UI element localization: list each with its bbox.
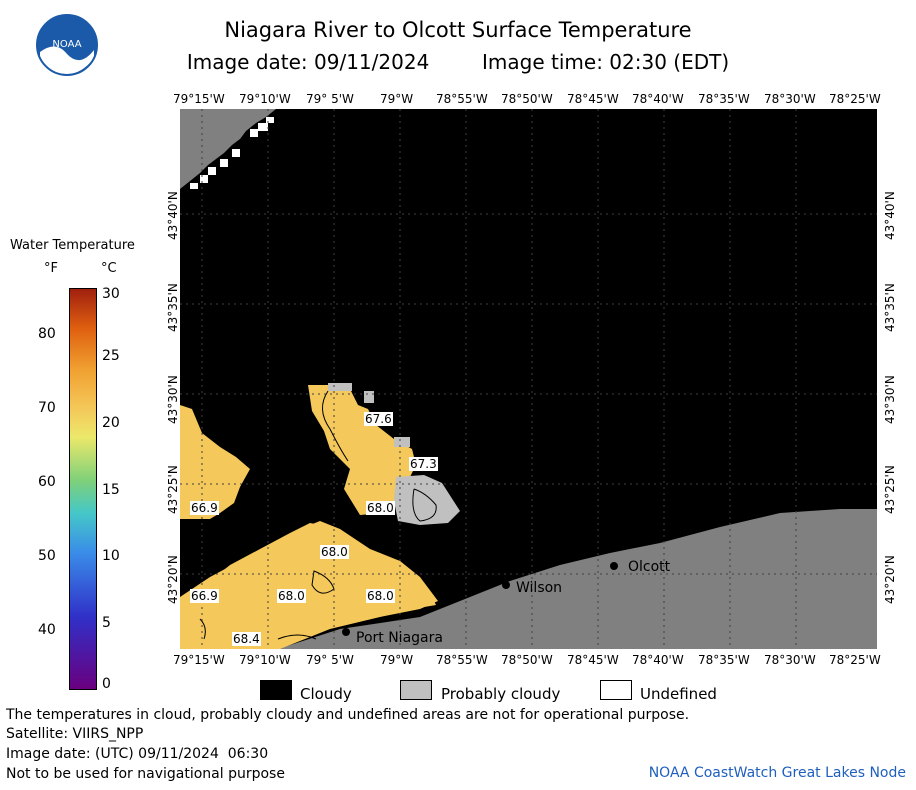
lon-tick-bottom-10: 78°25'W — [829, 653, 881, 667]
land-us — [278, 509, 877, 649]
lon-tick-bottom-7: 78°40'W — [632, 653, 684, 667]
colorbar-c-tick: 15 — [102, 482, 120, 498]
place-olcott: Olcott — [628, 559, 671, 575]
temp-label: 68.0 — [277, 589, 306, 603]
isotherm-contours — [199, 390, 437, 640]
port-niagara-marker — [342, 628, 350, 636]
colorbar-unit-c: °C — [101, 261, 117, 276]
place-port-niagara: Port Niagara — [356, 630, 443, 646]
lon-tick-bottom-8: 78°35'W — [698, 653, 750, 667]
temp-label: 68.4 — [232, 632, 261, 646]
lon-tick-top-0: 79°15'W — [173, 92, 225, 106]
legend-cloudy-label: Cloudy — [300, 685, 352, 703]
lat-tick-left-3: 43°25'N — [166, 465, 180, 514]
lon-tick-top-8: 78°35'W — [698, 92, 750, 106]
probably-cloudy-area — [328, 383, 460, 525]
colorbar-c-tick: 5 — [102, 615, 111, 631]
lat-tick-right-4: 43°20'N — [883, 555, 897, 604]
lon-tick-bottom-3: 79°W — [380, 653, 414, 667]
noaa-logo: NOAA — [36, 14, 98, 76]
lon-tick-bottom-5: 78°50'W — [501, 653, 553, 667]
colorbar-f-tick: 60 — [38, 474, 56, 490]
lon-tick-top-9: 78°30'W — [764, 92, 816, 106]
image-time-label: Image time: 02:30 (EDT) — [482, 50, 730, 74]
water-west — [180, 405, 250, 519]
footer-credit: NOAA CoastWatch Great Lakes Node — [648, 765, 906, 781]
lon-tick-bottom-6: 78°45'W — [567, 653, 619, 667]
temp-label: 66.9 — [190, 501, 219, 515]
water-south-fill — [180, 521, 438, 649]
lon-tick-top-5: 78°50'W — [501, 92, 553, 106]
temp-label: 68.0 — [366, 589, 395, 603]
lat-tick-right-0: 43°40'N — [883, 191, 897, 240]
lat-tick-left-1: 43°35'N — [166, 283, 180, 332]
lat-tick-right-2: 43°30'N — [883, 375, 897, 424]
lat-tick-left-0: 43°40'N — [166, 191, 180, 240]
colorbar-c-tick: 10 — [102, 548, 120, 564]
legend-probably-cloudy-swatch — [400, 680, 432, 700]
lat-tick-right-1: 43°35'N — [883, 283, 897, 332]
lon-tick-bottom-2: 79° 5'W — [306, 653, 354, 667]
colorbar-f-tick: 80 — [38, 326, 56, 342]
colorbar-c-tick: 25 — [102, 348, 120, 364]
grid-lines — [180, 109, 877, 649]
temp-label: 67.3 — [409, 457, 438, 471]
temp-label: 68.0 — [320, 545, 349, 559]
lat-tick-left-4: 43°20'N — [166, 555, 180, 604]
lon-tick-top-4: 78°55'W — [436, 92, 488, 106]
colorbar-c-tick: 30 — [102, 286, 120, 302]
lon-tick-top-3: 79°W — [380, 92, 414, 106]
lon-tick-top-6: 78°45'W — [567, 92, 619, 106]
lon-tick-bottom-0: 79°15'W — [173, 653, 225, 667]
olcott-marker — [610, 562, 618, 570]
wilson-marker — [502, 581, 510, 589]
temperature-map — [180, 109, 877, 649]
temp-label: 67.6 — [364, 412, 393, 426]
footer-utc-date: Image date: (UTC) 09/11/2024 06:30 — [6, 746, 269, 762]
footer-satellite: Satellite: VIIRS_NPP — [6, 726, 144, 742]
temp-label: 68.0 — [366, 501, 395, 515]
footer-note: The temperatures in cloud, probably clou… — [6, 707, 690, 723]
lon-tick-top-10: 78°25'W — [829, 92, 881, 106]
colorbar-title: Water Temperature — [10, 238, 135, 253]
image-date-label: Image date: 09/11/2024 — [186, 50, 430, 74]
colorbar-f-tick: 70 — [38, 400, 56, 416]
lon-tick-top-1: 79°10'W — [239, 92, 291, 106]
legend-undefined-label: Undefined — [640, 685, 717, 703]
place-wilson: Wilson — [516, 580, 563, 596]
legend-undefined-swatch — [600, 680, 632, 700]
temp-label: 66.9 — [190, 589, 219, 603]
colorbar-c-tick: 20 — [102, 415, 120, 431]
logo-text: NOAA — [52, 39, 81, 50]
lon-tick-top-2: 79° 5'W — [306, 92, 354, 106]
undefined-area — [190, 117, 274, 189]
land-canada — [180, 109, 276, 189]
legend-probably-cloudy-label: Probably cloudy — [441, 685, 561, 703]
colorbar-f-tick: 40 — [38, 622, 56, 638]
colorbar-f-tick: 50 — [38, 548, 56, 564]
lat-tick-right-3: 43°25'N — [883, 465, 897, 514]
colorbar — [69, 288, 97, 690]
colorbar-unit-f: °F — [44, 261, 58, 276]
lon-tick-bottom-1: 79°10'W — [239, 653, 291, 667]
page-title: Niagara River to Olcott Surface Temperat… — [224, 18, 692, 42]
water-mid — [308, 385, 416, 515]
legend-cloudy-swatch — [260, 680, 292, 700]
lat-tick-left-2: 43°30'N — [166, 375, 180, 424]
page-subtitle: Image date: 09/11/2024 Image time: 02:30… — [0, 50, 916, 74]
footer-nav-warning: Not to be used for navigational purpose — [6, 766, 285, 782]
lon-tick-top-7: 78°40'W — [632, 92, 684, 106]
lon-tick-bottom-9: 78°30'W — [764, 653, 816, 667]
colorbar-c-tick: 0 — [102, 676, 111, 692]
lon-tick-bottom-4: 78°55'W — [436, 653, 488, 667]
